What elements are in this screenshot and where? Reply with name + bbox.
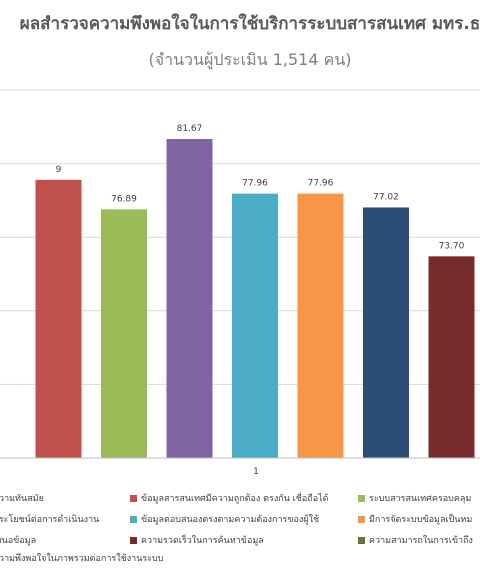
chart-title: ผลสำรวจความพึงพอใจในการใช้บริการระบบสารส… [19, 14, 480, 34]
legend-label: ความรวดเร็วในการค้นหาข้อมูล [141, 536, 264, 546]
legend-item: ข้อมูลสารสนเทศมีความถูกต้อง ตรงกัน เชื่อ… [130, 491, 329, 505]
legend-swatch [358, 515, 365, 523]
chart-subtitle: (จำนวนผู้ประเมิน 1,514 คน) [148, 50, 352, 69]
legend-item: ความพึงพอใจในภาพรวมต่อการใช้งานระบบ [0, 551, 163, 565]
legend-label: ความทันสมัย [0, 494, 44, 504]
legend-item: ระบบสารสนเทศครอบคลุม [358, 491, 471, 505]
bar [101, 209, 147, 458]
legend-label: ความสามารถในการเข้าถึง [369, 536, 473, 546]
legend-label: ระบบสารสนเทศครอบคลุม [369, 494, 472, 504]
legend-label: ข้อมูลตอบสนองตรงตามความต้องการของผู้ใช้ [141, 515, 320, 525]
data-label: 77.96 [242, 179, 268, 189]
legend-item: ประโยชน์ต่อการดำเนินงาน [0, 512, 99, 526]
data-label: 77.96 [308, 179, 334, 189]
legend-item: เสนอข้อมูล [0, 533, 36, 547]
legend-item: มีการจัดระบบข้อมูลเป็นหม [358, 512, 472, 526]
legend-label: เสนอข้อมูล [0, 536, 37, 546]
bar [232, 193, 278, 459]
legend-item: ความทันสมัย [0, 491, 44, 505]
legend-swatch [130, 515, 137, 523]
x-tick-label: 1 [253, 467, 259, 477]
legend-label: มีการจัดระบบข้อมูลเป็นหม [369, 515, 473, 525]
data-label: 76.89 [111, 194, 137, 204]
legend-label: ความพึงพอใจในภาพรวมต่อการใช้งานระบบ [0, 554, 164, 564]
bar [363, 207, 409, 458]
legend-item: ความรวดเร็วในการค้นหาข้อมูล [130, 533, 264, 547]
data-label: 73.70 [439, 241, 465, 251]
data-label: 81.67 [177, 124, 203, 134]
bar [35, 179, 82, 459]
data-label: 77.02 [373, 192, 399, 202]
legend-swatch [130, 494, 137, 502]
legend-swatch [130, 536, 137, 544]
legend-label: ข้อมูลสารสนเทศมีความถูกต้อง ตรงกัน เชื่อ… [141, 494, 329, 504]
legend-label: ประโยชน์ต่อการดำเนินงาน [0, 515, 100, 525]
legend-item: ข้อมูลตอบสนองตรงตามความต้องการของผู้ใช้ [130, 512, 319, 526]
legend-swatch [358, 536, 365, 544]
legend-item: ความสามารถในการเข้าถึง [358, 533, 473, 547]
bar [428, 256, 475, 458]
data-label: 9 [56, 165, 62, 175]
legend-swatch [358, 494, 365, 502]
bar [166, 139, 213, 459]
bar [297, 193, 344, 459]
